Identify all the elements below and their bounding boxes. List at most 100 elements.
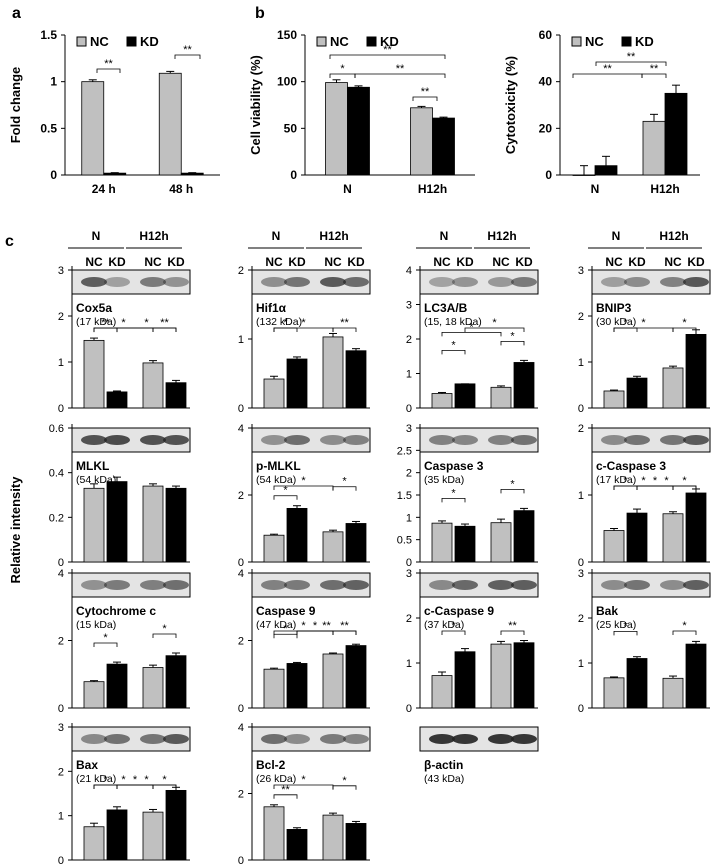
panel-c-LC3AB-sig-annotation: * [469, 321, 474, 333]
panel-b1-sig-annotation: ** [421, 86, 430, 98]
panel-c-cCaspase9-sig-annotation: ** [508, 620, 517, 632]
panel-c-pMLKL-y-tick-label: 4 [238, 423, 244, 435]
panel-c-pMLKL-bar [263, 534, 285, 563]
panel-c-BNIP3-sig-annotation: * [623, 317, 628, 329]
panel-c-Bax-sig-annotation: * [103, 774, 108, 786]
panel-c-Bcl2-blot-band [343, 734, 369, 744]
panel-c-Cox5a-blot-band [163, 277, 189, 287]
panel-c-Caspase9-bar [345, 645, 367, 709]
panel-c-Caspase3-sig-bracket [441, 498, 466, 503]
panel-c-cCaspase3-blot-band [660, 435, 686, 445]
panel-c-pMLKL-y-tick-label: 2 [238, 490, 244, 502]
panel-c-Cox5a-blot-band [140, 277, 166, 287]
panel-c-Bak-bar [626, 658, 648, 709]
panel-c-Caspase3-blot-band [511, 435, 537, 445]
panel-c-cCaspase9-y-tick-label: 1 [406, 658, 412, 670]
panel-c-subgroup-label: NC [433, 255, 451, 269]
panel-c-Bax-bar [142, 811, 164, 861]
panel-c-Caspase9-blot-band [284, 580, 310, 590]
panel-c-Caspase9-sig-annotation: * [313, 620, 318, 632]
panel-b2-x-tick-label: H12h [650, 182, 679, 196]
panel-c-Bak-y-tick-label: 0 [578, 703, 584, 715]
panel-c-LC3AB-protein-label: LC3A/B [424, 301, 468, 315]
panel-c-bactin-blot-band [511, 734, 537, 744]
panel-c-subgroup-label: NC [85, 255, 103, 269]
panel-c-CytochromeC-bar [83, 681, 105, 709]
panel-c-Bak-sig-bracket [613, 631, 638, 636]
panel-c-pMLKL-sig-annotation: * [283, 485, 288, 497]
panel-c-pMLKL-blot-band [284, 435, 310, 445]
panel-c-cCaspase3-sig-annotation: * [682, 475, 687, 487]
panel-c-Bak-sig-annotation: * [623, 620, 628, 632]
panel-a-legend-swatch-nc [76, 36, 87, 47]
panel-c-Hif1a-blot-band [261, 277, 287, 287]
panel-c-LC3AB-y-tick-label: 0 [406, 403, 412, 415]
panel-c-group-label: H12h [659, 229, 688, 243]
panel-c-pMLKL-protein-label: p-MLKL [256, 459, 301, 473]
panel-c-cCaspase3-y-tick-label: 1 [578, 490, 584, 502]
panel-c-cCaspase3-sig-annotation: * [623, 475, 628, 487]
panel-c-cCaspase3-blot-band [683, 435, 709, 445]
panel-c-Cox5a-bar [165, 382, 187, 409]
panel-a-y-tick-label: 0 [50, 168, 57, 182]
panel-c-cCaspase9-mw-label: (37 kDa) [424, 619, 464, 631]
panel-c-cCaspase3-mw-label: (17 kDa) [596, 474, 636, 486]
panel-c-cCaspase3-blot-band [624, 435, 650, 445]
panel-c-cCaspase9-blot-band [452, 580, 478, 590]
panel-c-CytochromeC-y-tick-label: 0 [58, 703, 64, 715]
panel-c-MLKL-y-tick-label: 0 [58, 557, 64, 569]
panel-c-Bax-y-tick-label: 3 [58, 722, 64, 734]
panel-c-Bak-bar [603, 677, 625, 709]
panel-c-LC3AB-blot-band [452, 277, 478, 287]
panel-c-Cox5a-y-tick-label: 3 [58, 265, 64, 277]
panel-c-CytochromeC-protein-label: Cytochrome c [76, 604, 156, 618]
panel-c-LC3AB-blot-band [511, 277, 537, 287]
panel-c-BNIP3-y-tick-label: 2 [578, 311, 584, 323]
panel-c-MLKL-y-tick-label: 0.2 [49, 512, 64, 524]
panel-c-Hif1a-blot-band [284, 277, 310, 287]
panel-c-pMLKL-bar [345, 523, 367, 563]
panel-c-CytochromeC-blot-band [81, 580, 107, 590]
panel-a-sig-bracket [96, 68, 121, 73]
panel-c-subgroup-label: KD [347, 255, 365, 269]
panel-b2-sig-bracket [641, 73, 667, 78]
panel-c-LC3AB-sig-bracket [441, 349, 466, 355]
panel-c-subgroup-label: KD [456, 255, 474, 269]
panel-b1-sig-annotation: * [340, 63, 345, 75]
panel-c-Bak-sig-annotation: * [682, 620, 687, 632]
panel-c-Bax-bar [106, 809, 128, 861]
panel-c-Bax-y-tick-label: 0 [58, 855, 64, 864]
panel-b1-y-tick-label: 0 [290, 168, 297, 182]
panel-b2-bar [642, 120, 666, 176]
panel-a-bar [81, 81, 105, 176]
panel-c-cCaspase3-blot-band [601, 435, 627, 445]
panel-c-Hif1a-bar [322, 336, 344, 409]
panel-c-Caspase9-sig-bracket [296, 630, 334, 635]
panel-c-Caspase3-bar [431, 522, 453, 563]
panel-c-Hif1a-protein-label: Hif1α [256, 301, 287, 315]
panel-c-cCaspase3-bar [626, 512, 648, 563]
panel-b2-legend-nc: NC [585, 34, 604, 49]
panel-c-MLKL-blot-band [81, 435, 107, 445]
panel-c-Bcl2-sig-bracket [273, 794, 298, 799]
panel-c-pMLKL-bar [286, 507, 308, 563]
panel-c-Bax-blot-band [163, 734, 189, 744]
panel-c-pMLKL-mw-label: (54 kDa) [256, 474, 296, 486]
panel-c-Bak-blot-band [601, 580, 627, 590]
panel-b2-legend-kd: KD [635, 34, 654, 49]
panel-c-pMLKL-sig-annotation: * [301, 475, 306, 487]
panel-b2-y-tick-label: 20 [539, 121, 553, 135]
panel-c-Bcl2-bar [345, 823, 367, 861]
panel-c-Bcl2-y-tick-label: 2 [238, 789, 244, 801]
panel-a-legend-swatch-kd [126, 36, 137, 47]
panel-b1-bar [325, 82, 348, 176]
panel-c-Bcl2-y-tick-label: 0 [238, 855, 244, 864]
panel-c-CytochromeC-bar [142, 667, 164, 709]
panel-c-Caspase9-sig-bracket [273, 633, 298, 639]
panel-c-bactin-mw-label: (43 kDa) [424, 773, 464, 785]
panel-c-Bax-protein-label: Bax [76, 758, 98, 772]
panel-c-bactin-protein-label: β-actin [424, 758, 463, 772]
panel-c-MLKL-bar [83, 487, 105, 563]
panel-c-Bak-y-tick-label: 3 [578, 568, 584, 580]
